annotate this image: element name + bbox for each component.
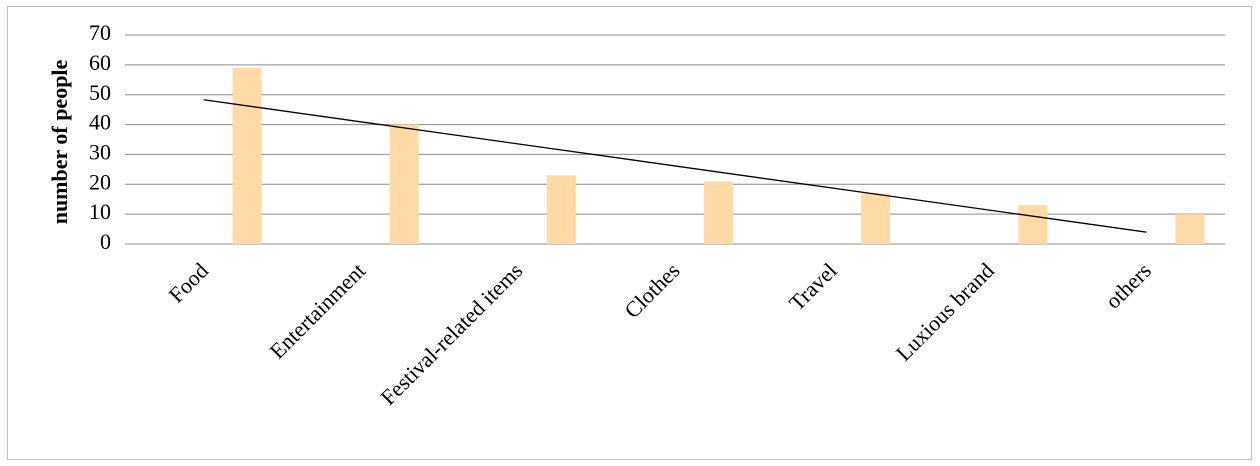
bar	[1175, 214, 1205, 244]
y-tick-label: 50	[89, 80, 111, 105]
y-tick-label: 70	[89, 20, 111, 45]
bar	[704, 181, 733, 244]
bar	[1018, 205, 1048, 244]
trendline	[203, 99, 1147, 233]
y-tick-label: 60	[89, 50, 111, 75]
y-axis-label: number of people	[47, 59, 72, 224]
bar	[861, 193, 891, 244]
bar	[546, 175, 576, 244]
chart-border	[7, 6, 1252, 460]
y-tick-label: 10	[89, 199, 111, 224]
y-tick-label: 20	[89, 169, 111, 194]
bar	[389, 124, 419, 244]
y-tick-label: 40	[89, 110, 111, 135]
y-tick-label: 30	[89, 139, 111, 164]
y-tick-label: 0	[100, 229, 111, 254]
bar	[232, 67, 262, 244]
